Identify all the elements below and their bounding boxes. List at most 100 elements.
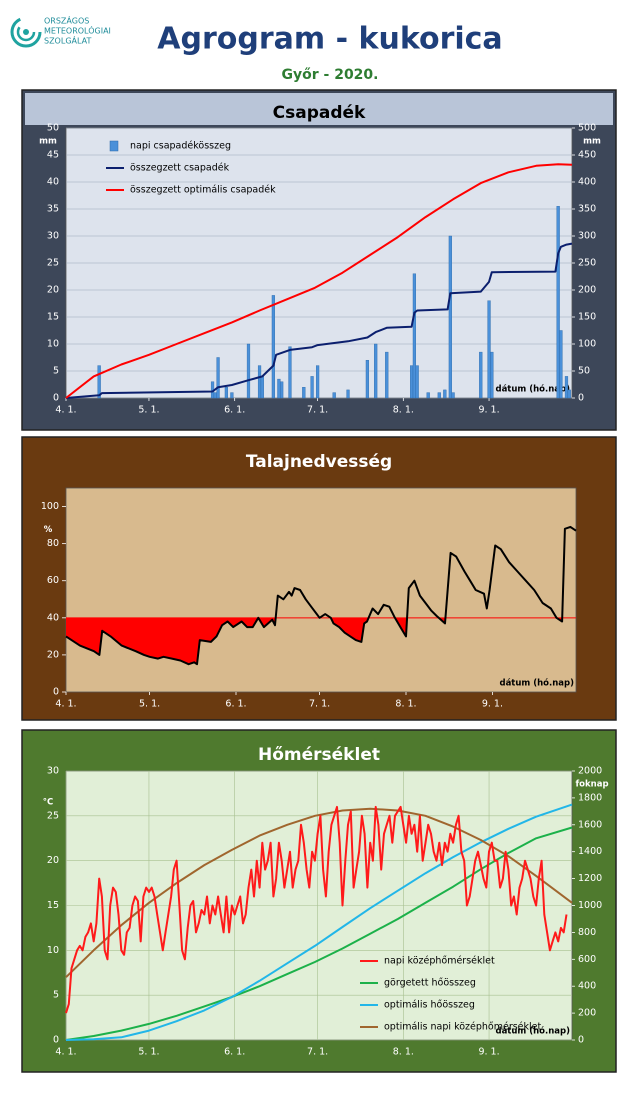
precip-bar xyxy=(365,360,369,399)
precip-bar xyxy=(224,387,228,399)
precip-bar xyxy=(332,392,336,399)
precip-bar xyxy=(487,300,491,399)
y-tick-label: 35 xyxy=(47,204,59,215)
y2-tick-label: 1200 xyxy=(578,873,602,884)
y-tick-label: 100 xyxy=(41,501,59,512)
precip-bar xyxy=(410,365,414,399)
x-tick-label: 9. 1. xyxy=(478,1047,499,1058)
precip-bar xyxy=(437,392,441,399)
precip-bar xyxy=(216,357,220,399)
precip-bar xyxy=(385,351,389,399)
y-tick-label: 5 xyxy=(53,990,59,1001)
y2-tick-label: 1000 xyxy=(578,900,602,911)
y2-tick-label: 50 xyxy=(578,366,590,377)
y2-tick-label: 1600 xyxy=(578,819,602,830)
y2-axis-unit: foknap xyxy=(575,779,608,789)
y-tick-label: 50 xyxy=(47,123,59,134)
x-tick-label: 5. 1. xyxy=(139,699,160,710)
precip-bar xyxy=(302,387,306,399)
series-line xyxy=(65,803,573,1041)
x-tick-label: 5. 1. xyxy=(138,405,159,416)
x-tick-label: 6. 1. xyxy=(224,1047,245,1058)
x-tick-label: 4. 1. xyxy=(55,1047,76,1058)
precip-bar xyxy=(426,392,430,399)
y-tick-label: 0 xyxy=(53,687,59,698)
y2-tick-label: 200 xyxy=(578,285,596,296)
precip-bar xyxy=(479,351,483,399)
chart-title: Hőmérséklet xyxy=(258,745,380,765)
y-tick-label: 20 xyxy=(47,649,59,660)
y2-tick-label: 300 xyxy=(578,231,596,242)
legend-label: optimális hőösszeg xyxy=(384,1000,475,1011)
deficit-area xyxy=(66,617,563,665)
x-tick-label: 4. 1. xyxy=(55,405,76,416)
org-name: SZOLGÁLAT xyxy=(44,35,91,46)
y2-tick-label: 600 xyxy=(578,954,596,965)
chart-title: Csapadék xyxy=(273,103,366,123)
x-axis-label: dátum (hó.nap) xyxy=(495,1026,570,1037)
x-tick-label: 8. 1. xyxy=(393,1047,414,1058)
precip-bar xyxy=(213,392,217,399)
x-tick-label: 9. 1. xyxy=(482,699,503,710)
y-tick-label: 0 xyxy=(53,393,59,404)
y-tick-label: 10 xyxy=(47,339,59,350)
x-tick-label: 6. 1. xyxy=(224,405,245,416)
y2-tick-label: 350 xyxy=(578,204,596,215)
y-tick-label: 60 xyxy=(47,575,59,586)
y2-tick-label: 2000 xyxy=(578,766,602,777)
y-axis-unit: % xyxy=(44,525,53,535)
y-tick-label: 5 xyxy=(53,366,59,377)
y-axis-unit: mm xyxy=(39,137,57,147)
y-axis-unit: °C xyxy=(43,797,54,807)
x-axis-label: dátum (hó.nap) xyxy=(499,678,574,689)
precip-bar xyxy=(412,273,416,399)
logo-dot xyxy=(23,29,29,35)
precip-bar xyxy=(567,389,571,399)
legend-label: görgetett hőösszeg xyxy=(384,978,476,989)
x-tick-label: 7. 1. xyxy=(307,1047,328,1058)
y-tick-label: 25 xyxy=(47,258,59,269)
precip-bar xyxy=(288,346,292,399)
y-tick-label: 20 xyxy=(47,285,59,296)
y-tick-label: 30 xyxy=(47,231,59,242)
y2-tick-label: 100 xyxy=(578,339,596,350)
y-tick-label: 10 xyxy=(47,945,59,956)
series-line xyxy=(65,242,573,399)
y2-axis-unit: mm xyxy=(583,137,601,147)
y2-tick-label: 400 xyxy=(578,981,596,992)
y2-tick-label: 200 xyxy=(578,1008,596,1019)
precip-bar xyxy=(310,376,314,399)
legend-label: összegzett csapadék xyxy=(130,163,230,174)
x-axis-label: dátum (hó.nap) xyxy=(495,384,570,395)
precip-bar xyxy=(346,389,350,399)
x-tick-label: 6. 1. xyxy=(225,699,246,710)
precip-bar xyxy=(271,295,275,399)
page-title: Agrogram - kukorica xyxy=(157,22,502,57)
y-tick-label: 20 xyxy=(47,855,59,866)
y-tick-label: 40 xyxy=(47,177,59,188)
legend-label: napi csapadékösszeg xyxy=(130,141,231,152)
precip-bar xyxy=(97,365,101,399)
chart-title: Talajnedvesség xyxy=(246,452,392,472)
legend-label: optimális napi középhőmérséklet xyxy=(384,1022,542,1033)
y2-tick-label: 150 xyxy=(578,312,596,323)
precip-bar xyxy=(277,378,281,399)
precip-bar xyxy=(556,206,560,399)
plot-area xyxy=(65,487,577,693)
precip-bar xyxy=(260,376,264,399)
x-tick-label: 7. 1. xyxy=(307,405,328,416)
y-tick-label: 15 xyxy=(47,900,59,911)
y2-tick-label: 800 xyxy=(578,927,596,938)
y2-tick-label: 1400 xyxy=(578,846,602,857)
logo-ring xyxy=(10,16,42,48)
y-tick-label: 0 xyxy=(53,1035,59,1046)
precip-bar xyxy=(246,343,251,399)
page-subtitle: Győr - 2020. xyxy=(282,67,379,83)
y2-tick-label: 400 xyxy=(578,177,596,188)
y2-tick-label: 0 xyxy=(578,1035,584,1046)
logo xyxy=(10,16,42,48)
series-line xyxy=(65,805,568,1014)
series-line xyxy=(65,807,573,978)
